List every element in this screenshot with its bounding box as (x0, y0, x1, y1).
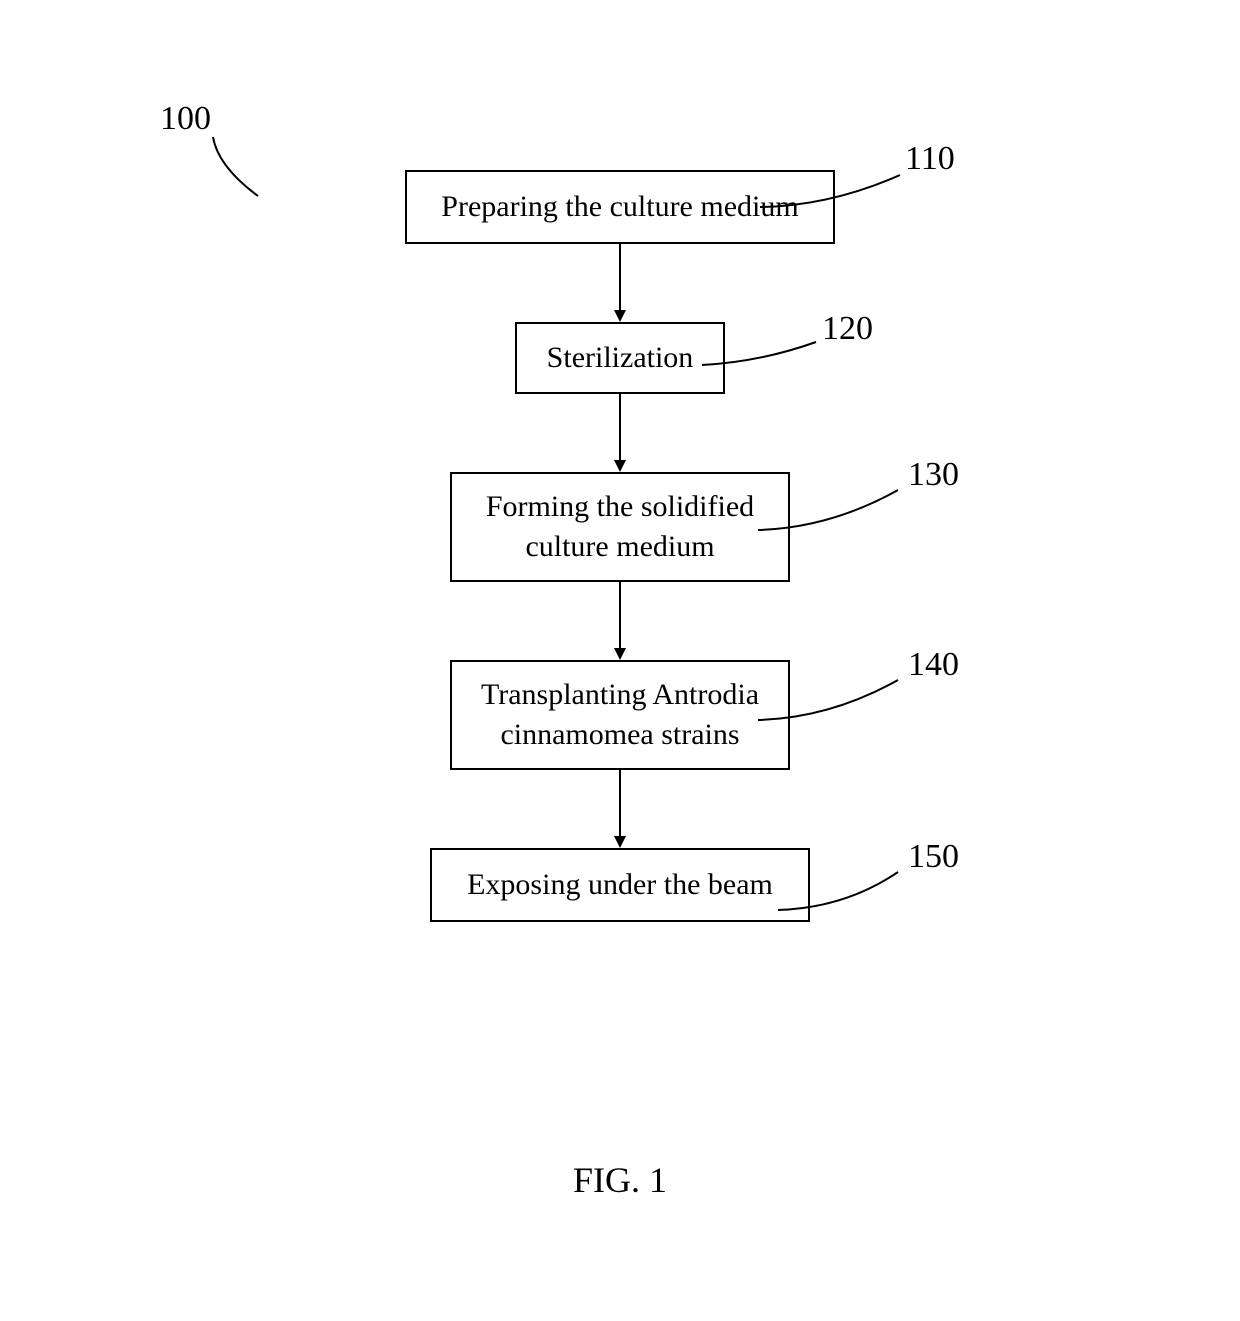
flowchart-box-130: Forming the solidified culture medium (450, 472, 790, 582)
box-text: Preparing the culture medium (441, 187, 798, 228)
box-text: culture medium (525, 527, 714, 568)
arrow-140-150 (270, 770, 970, 848)
figure-caption: FIG. 1 (573, 1159, 667, 1201)
ref-label-140: 140 (908, 646, 959, 684)
box-text: cinnamomea strains (500, 715, 739, 756)
ref-label-110: 110 (905, 140, 955, 178)
box-text: Forming the solidified (486, 487, 754, 528)
flowchart-box-110: Preparing the culture medium (405, 170, 835, 244)
flowchart-box-140: Transplanting Antrodia cinnamomea strain… (450, 660, 790, 770)
flowchart-box-150: Exposing under the beam (430, 848, 810, 922)
box-text: Transplanting Antrodia (481, 675, 759, 716)
arrow-130-140 (270, 582, 970, 660)
ref-label-120: 120 (822, 310, 873, 348)
arrow-120-130 (270, 394, 970, 472)
box-text: Sterilization (547, 338, 694, 379)
ref-label-130: 130 (908, 456, 959, 494)
flowchart-box-120: Sterilization (515, 322, 725, 394)
box-text: Exposing under the beam (467, 865, 773, 906)
diagram-ref-100: 100 (160, 100, 211, 138)
ref-label-150: 150 (908, 838, 959, 876)
flowchart-container: Preparing the culture medium Sterilizati… (270, 170, 970, 922)
